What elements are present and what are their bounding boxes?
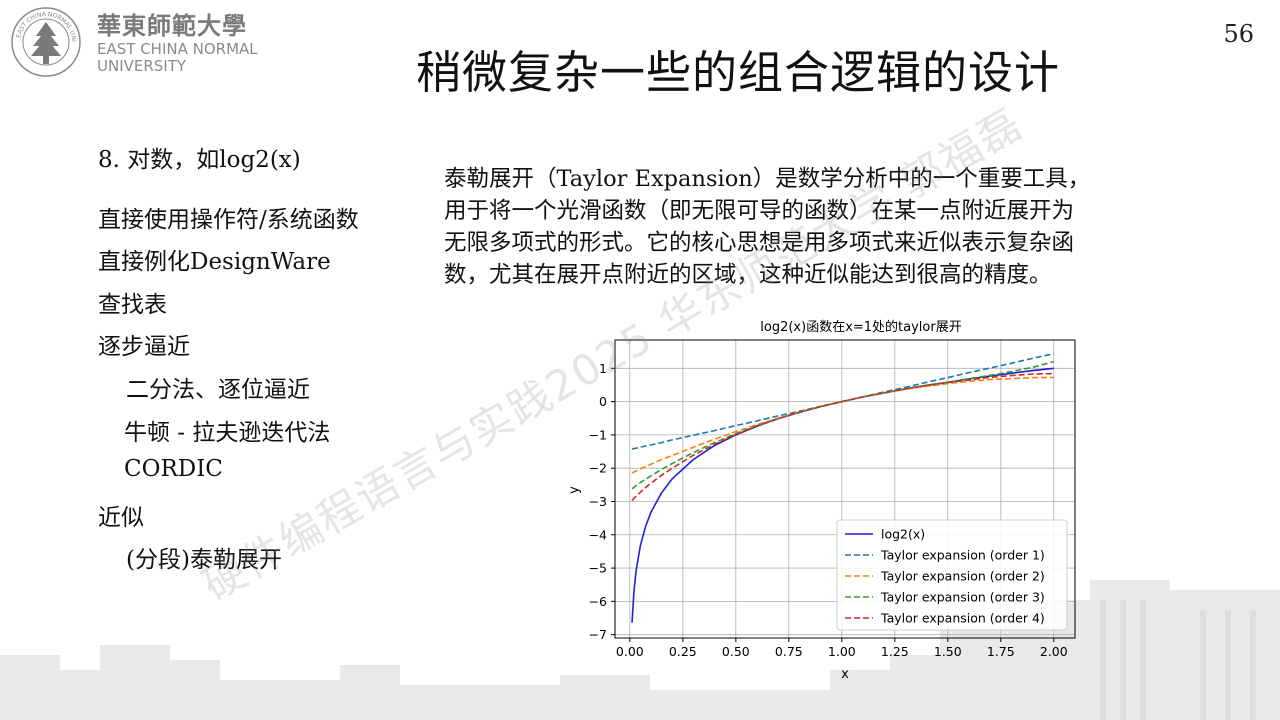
- list-subitem: CORDIC: [124, 456, 223, 482]
- page-number: 56: [1223, 20, 1254, 48]
- series-line: [631, 352, 1054, 450]
- series-line: [631, 372, 1054, 502]
- y-tick-label: −3: [589, 494, 607, 509]
- logo-chinese-name: 華東師範大學: [97, 11, 247, 40]
- chart-series: [631, 352, 1055, 623]
- legend-label: Taylor expansion (order 1): [880, 548, 1045, 563]
- x-tick-label: 0.50: [722, 644, 750, 659]
- x-tick-label: 2.00: [1040, 644, 1068, 659]
- y-tick-label: −2: [589, 461, 607, 476]
- list-item: 直接使用操作符/系统函数: [98, 207, 359, 233]
- series-line: [631, 360, 1055, 490]
- paragraph-line: 用于将一个光滑函数（即无限可导的函数）在某一点附近展开为: [444, 198, 1075, 224]
- x-tick-label: 0.00: [616, 644, 644, 659]
- legend-label: log2(x): [881, 527, 925, 542]
- legend-box: [836, 519, 1068, 631]
- x-tick-label: 0.75: [775, 644, 803, 659]
- university-seal-logo: EAST CHINA NORMAL UNIVERSITY: [10, 6, 81, 77]
- list-item: 直接例化DesignWare: [98, 249, 331, 275]
- y-tick-label: −7: [589, 627, 607, 642]
- x-tick-label: 1.25: [881, 644, 909, 659]
- background-campus-silhouette: [0, 580, 1280, 720]
- legend-label: Taylor expansion (order 4): [880, 611, 1045, 626]
- list-item: 8. 对数，如log2(x): [98, 147, 301, 173]
- taylor-description-paragraph: 泰勒展开（Taylor Expansion）是数学分析中的一个重要工具， 用于将…: [444, 163, 1224, 291]
- list-subitem: 二分法、逐位逼近: [126, 377, 310, 403]
- logo-english-line-2: UNIVERSITY: [97, 57, 187, 75]
- list-item: 近似: [98, 505, 144, 531]
- x-tick-label: 1.50: [934, 644, 962, 659]
- logo-english-line-1: EAST CHINA NORMAL: [97, 40, 258, 58]
- list-subitem: 牛顿 - 拉夫逊迭代法: [124, 420, 331, 446]
- x-tick-label: 0.25: [669, 644, 697, 659]
- legend-label: Taylor expansion (order 3): [880, 590, 1045, 605]
- paragraph-line: 数，尤其在展开点附近的区域，这种近似能达到很高的精度。: [444, 262, 1052, 288]
- chart-title: log2(x)函数在x=1处的taylor展开: [760, 319, 961, 335]
- chart-ticks: 0.00 0.25 0.50 0.75 1.00 1.25 1.50 1.75 2.00 −7 −6…: [589, 361, 1068, 659]
- y-tick-label: −4: [589, 527, 607, 542]
- y-tick-label: −1: [589, 427, 607, 442]
- paragraph-line: 无限多项式的形式。它的核心思想是用多项式来近似表示复杂函: [444, 230, 1075, 256]
- y-tick-label: 1: [599, 361, 607, 376]
- y-tick-label: 0: [599, 394, 607, 409]
- chart-legend: log2(x) Taylor expansion (order 1) Taylor …: [836, 519, 1068, 631]
- plot-frame: [614, 339, 1076, 639]
- list-item: 逐步逼近: [98, 334, 190, 360]
- list-subitem: (分段)泰勒展开: [126, 547, 282, 573]
- taylor-expansion-chart: log2(x)函数在x=1处的taylor展开 x y 0.00 0.25 0.50…: [552, 312, 1092, 692]
- university-logo-text: 華東師範大學 EAST CHINA NORMAL UNIVERSITY: [97, 6, 258, 75]
- y-axis-label: y: [567, 486, 582, 494]
- list-item: 查找表: [98, 292, 167, 318]
- y-tick-label: −6: [589, 594, 607, 609]
- paragraph-line: 泰勒展开（Taylor Expansion）是数学分析中的一个重要工具，: [444, 166, 1091, 192]
- x-tick-label: 1.00: [828, 644, 856, 659]
- slide-title: 稍微复杂一些的组合逻辑的设计: [416, 46, 1061, 99]
- chart-svg: log2(x)函数在x=1处的taylor展开 x y 0.00 0.25 0.50…: [567, 319, 1076, 682]
- y-tick-label: −5: [589, 561, 607, 576]
- legend-label: Taylor expansion (order 2): [880, 569, 1045, 584]
- x-axis-label: x: [841, 667, 849, 682]
- x-tick-label: 1.75: [987, 644, 1015, 659]
